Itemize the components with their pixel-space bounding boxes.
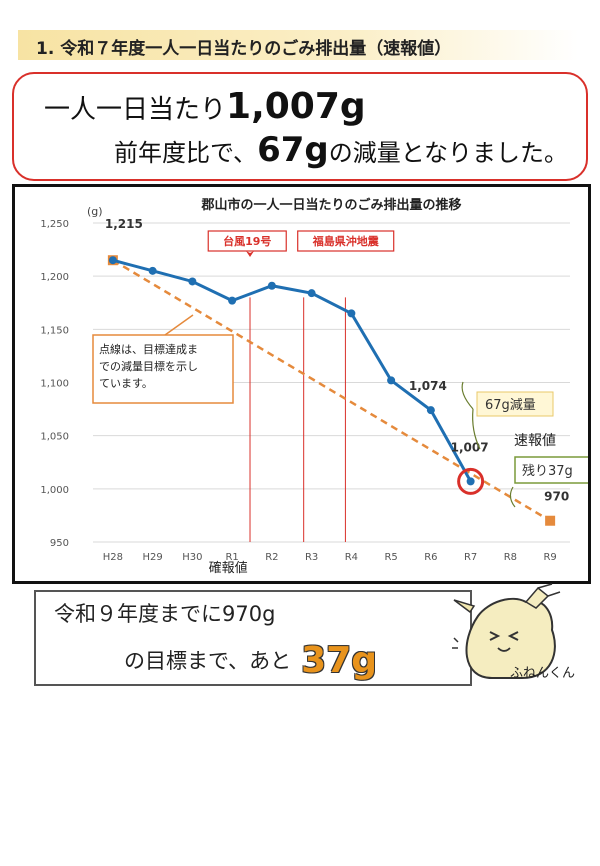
highlight-circle [457,467,485,495]
goal-line2: の目標まで、あと 37g [124,640,377,681]
confirmed-label: 確報値 [209,560,248,576]
line-chart: 郡山市の一人一日当たりのごみ排出量の推移 (g) 950 1,000 1,050 1,10… [40,197,590,576]
x-tick-label: H29 [143,552,163,563]
remaining-box [514,456,590,484]
page-title: 1. 令和７年度一人一日当たりのごみ排出量（速報値） [36,39,452,59]
event-label-box [297,230,395,252]
target-line [112,259,551,522]
header-bar: 1. 令和７年度一人一日当たりのごみ排出量（速報値） [18,30,578,60]
summary-line1-prefix: 一人一日当たり [44,95,227,125]
x-tick-label: R5 [384,552,397,563]
x-tick-label: R3 [305,552,318,563]
y-tick-label: 1,150 [40,325,69,336]
x-tick-label: R4 [345,552,358,563]
note-pointer [164,314,194,336]
data-point [108,256,117,265]
data-point [228,296,237,305]
summary-line1-value: 1,007g [226,86,366,127]
goal-line2-prefix: の目標まで、あと [124,649,292,673]
x-tick-label: R1 [225,552,238,563]
x-tick-label: H28 [103,552,123,563]
x-tick-label: R2 [265,552,278,563]
y-tick-label: 1,100 [40,379,69,390]
data-label: 1,007 [451,440,489,454]
data-point [148,266,157,275]
summary-line2-value: 67g [257,130,329,170]
remaining-label: 残り37g [522,464,573,479]
summary-line2-suffix: の減量となりました。 [328,139,568,167]
y-tick-label: 1,000 [40,485,69,496]
data-point [466,477,475,486]
note-text: での減量目標を示し [99,359,198,373]
y-tick-label: 1,200 [40,272,69,283]
event-label: 台風19号 [223,234,271,248]
data-point [426,406,435,415]
chart-frame: 郡山市の一人一日当たりのごみ排出量の推移 (g) 950 1,000 1,050 1,10… [12,184,591,584]
preliminary-label: 速報値 [514,433,556,449]
y-tick-label: 1,250 [40,219,69,230]
note-box [92,334,234,404]
data-label: 1,215 [105,217,143,231]
x-tick-label: R6 [424,552,437,563]
summary-box: 一人一日当たり1,007g 前年度比で、67gの減量となりました。 [12,72,588,181]
series-line [112,258,472,483]
goal-remaining-value: 37g [301,640,378,681]
y-tick-label: 1,050 [40,432,69,443]
target-end-marker [545,515,556,526]
data-point [347,309,356,318]
reduction-label: 67g減量 [485,397,536,413]
event-arrow [246,251,255,257]
summary-line1: 一人一日当たり1,007g [44,86,366,127]
data-point [307,289,316,298]
reduction-bracket [461,381,474,410]
event-label-box [207,230,287,252]
note-text: 点線は、目標達成ま [99,342,198,356]
goal-box: 令和９年度までに970g の目標まで、あと 37g [34,590,472,686]
y-tick-label: 950 [50,538,69,549]
data-point [387,376,396,385]
goal-line1: 令和９年度までに970g [54,602,276,626]
mascot-name: ふねんくん [510,666,576,681]
summary-line2-prefix: 前年度比で、 [114,139,258,167]
x-tick-label: R9 [543,552,556,563]
remaining-bracket [509,486,516,508]
mascot-illustration [452,583,561,679]
y-axis-unit: (g) [87,205,103,218]
event-label: 福島県沖地震 [312,234,380,248]
x-tick-label: H30 [182,552,202,563]
x-tick-label: R7 [464,552,477,563]
data-label: 1,074 [409,379,447,393]
chart-title: 郡山市の一人一日当たりのごみ排出量の推移 [200,197,461,213]
data-point [267,281,276,290]
data-label: 970 [544,490,569,504]
reduction-bracket [472,408,481,450]
note-text: ています。 [99,377,153,390]
x-tick-label: R8 [504,552,517,563]
summary-line2: 前年度比で、67gの減量となりました。 [114,130,568,170]
data-point [188,277,197,286]
reduction-box [476,391,554,417]
